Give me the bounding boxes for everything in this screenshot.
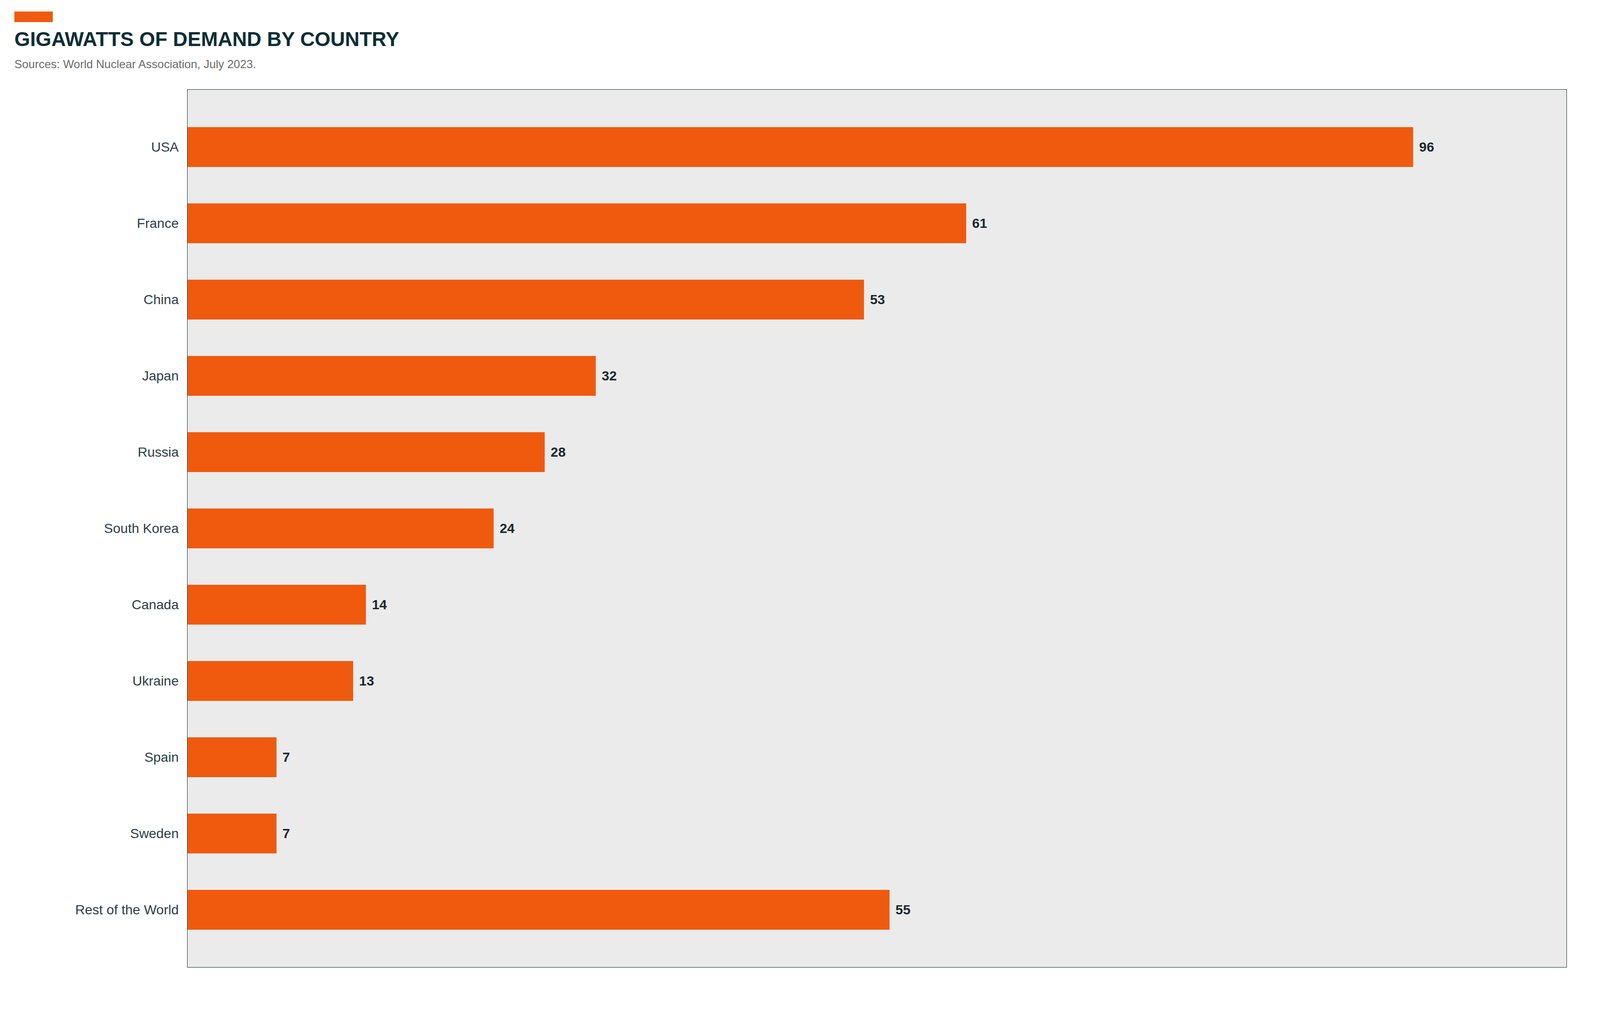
svg-text:France: France xyxy=(136,215,179,231)
svg-text:Sweden: Sweden xyxy=(130,826,179,842)
html-text:Sources: World Nuclear Associa: Sources: World Nuclear Association, July… xyxy=(14,57,257,71)
svg-text:Rest of the World: Rest of the World xyxy=(75,902,179,918)
svg-text:13: 13 xyxy=(359,673,375,689)
svg-text:14: 14 xyxy=(371,597,388,613)
svg-text:32: 32 xyxy=(601,368,617,384)
svg-text:53: 53 xyxy=(869,292,885,308)
svg-text:Spain: Spain xyxy=(144,749,179,765)
svg-text:7: 7 xyxy=(282,826,291,842)
svg-text:Japan: Japan xyxy=(142,368,179,384)
html-text:GIGAWATTS OF DEMAND BY COUNTRY: GIGAWATTS OF DEMAND BY COUNTRY xyxy=(14,27,400,51)
svg-text:Canada: Canada xyxy=(131,597,179,613)
svg-text:96: 96 xyxy=(1419,139,1435,155)
svg-text:Ukraine: Ukraine xyxy=(132,673,179,689)
svg-text:61: 61 xyxy=(971,215,987,231)
svg-text:USA: USA xyxy=(151,139,179,155)
svg-text:Russia: Russia xyxy=(137,444,179,460)
svg-text:China: China xyxy=(143,292,179,308)
svg-text:55: 55 xyxy=(895,902,911,918)
svg-text:7: 7 xyxy=(282,749,291,765)
svg-text:South Korea: South Korea xyxy=(104,521,179,536)
svg-text:28: 28 xyxy=(550,444,566,460)
svg-text:24: 24 xyxy=(499,521,515,536)
